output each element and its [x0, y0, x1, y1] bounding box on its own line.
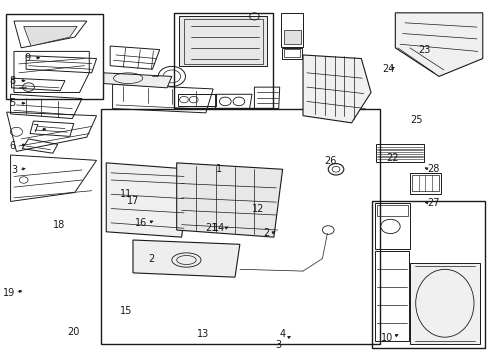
- Polygon shape: [179, 17, 266, 66]
- Text: 4: 4: [279, 329, 285, 339]
- Text: 28: 28: [426, 164, 439, 174]
- Text: 16: 16: [135, 218, 147, 228]
- Text: 23: 23: [417, 45, 430, 55]
- Text: 20: 20: [67, 327, 80, 337]
- Text: 5: 5: [9, 98, 16, 108]
- Text: 17: 17: [126, 197, 139, 206]
- Text: 10: 10: [380, 333, 392, 343]
- Text: 9: 9: [24, 53, 30, 63]
- Text: 12: 12: [251, 204, 264, 214]
- Text: 2: 2: [148, 254, 154, 264]
- Text: 1: 1: [216, 163, 222, 174]
- Polygon shape: [394, 13, 482, 76]
- Polygon shape: [103, 73, 171, 88]
- Polygon shape: [23, 26, 77, 46]
- Text: 18: 18: [53, 220, 65, 230]
- Bar: [101, 109, 379, 344]
- Polygon shape: [303, 55, 370, 123]
- Text: 26: 26: [324, 157, 336, 166]
- Text: 3: 3: [11, 165, 17, 175]
- Bar: [281, 48, 302, 59]
- Text: 25: 25: [409, 115, 422, 125]
- Text: 22: 22: [386, 153, 398, 163]
- Bar: [411, 175, 438, 192]
- Text: 6: 6: [9, 141, 16, 151]
- Text: 24: 24: [381, 64, 393, 73]
- Text: 3: 3: [275, 340, 281, 350]
- Text: 15: 15: [119, 306, 132, 316]
- Text: 8: 8: [9, 76, 16, 86]
- Bar: [376, 205, 407, 216]
- Bar: [374, 203, 409, 249]
- Text: 13: 13: [197, 329, 209, 339]
- Bar: [409, 173, 441, 194]
- Text: 7: 7: [32, 124, 38, 134]
- Bar: [371, 202, 484, 348]
- Text: 2: 2: [263, 228, 269, 238]
- Text: 14: 14: [213, 223, 225, 233]
- Bar: [281, 13, 303, 47]
- Polygon shape: [409, 263, 479, 344]
- Text: 21: 21: [205, 223, 218, 233]
- Bar: [174, 13, 272, 108]
- Polygon shape: [133, 240, 240, 277]
- Bar: [6, 14, 102, 99]
- Bar: [375, 144, 424, 162]
- Text: 11: 11: [120, 189, 132, 199]
- Text: 19: 19: [3, 288, 15, 297]
- Text: 27: 27: [426, 198, 439, 208]
- Bar: [283, 30, 300, 44]
- Polygon shape: [176, 163, 282, 237]
- Polygon shape: [106, 163, 191, 237]
- Bar: [283, 49, 300, 57]
